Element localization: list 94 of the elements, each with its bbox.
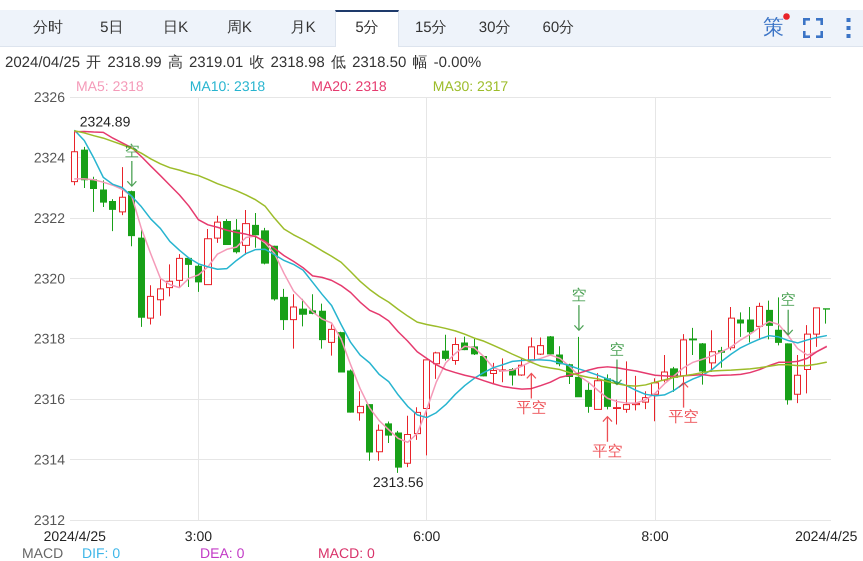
annotation: 2313.56 [372,474,424,490]
candlestick [90,176,97,212]
data-label: 空 [780,292,796,309]
candlestick [823,308,830,324]
text: MACD [22,545,64,561]
chart-subtitle: 2024/04/25 开 2318.99 高 2319.01 收 2318.98 低 2318.50 幅 -0.00% [5,54,482,72]
y-tick-label: 2316 [34,391,66,408]
data-label: 平空 [516,400,546,417]
candlestick [594,372,602,410]
y-tick-label: 2318 [34,330,66,347]
candlestick [214,215,221,244]
text: 日K [162,18,190,38]
candlestick [280,288,288,330]
candlestick [423,359,430,456]
candlestick [794,354,801,404]
candlestick [404,415,411,468]
candlestick [128,190,135,247]
candlestick [756,302,763,340]
data-label: 空 [609,342,624,359]
candlestick [299,298,307,327]
y-tick-label: 2324 [34,149,66,166]
candlestick [766,300,773,340]
candlestick [109,198,116,232]
data-label: 平空 [592,442,622,460]
candlestick [347,369,354,414]
candlestick [689,327,697,356]
text: MA10: 2318 [190,78,266,94]
text: MA30: 2317 [432,78,508,94]
candlestick [147,284,154,326]
candlestick [728,306,735,351]
candlestick [575,336,582,398]
text: 30分 [478,18,512,38]
line-series [74,178,827,444]
candlestick [119,166,126,216]
candlestick [547,335,554,356]
text: 月K [290,18,317,38]
text: MACD: 0 [318,545,375,561]
candlestick [433,351,440,380]
candlestick [100,180,107,208]
candlestick [623,360,630,414]
y-tick-label: 2326 [34,89,66,105]
x-tick-label: 6:00 [413,528,441,544]
y-tick-label: 2314 [34,452,66,468]
candlestick [157,278,164,316]
text: DEA: 0 [200,545,244,561]
text: 分时 [32,18,64,38]
y-tick-label: 2320 [34,270,66,286]
x-tick-label: 3:00 [184,528,212,544]
candlestick [338,331,345,374]
candlestick [328,324,335,356]
data-label: 空 [571,287,586,304]
candlestick [319,303,326,350]
x-tick-label: 2024/4/25 [44,528,106,544]
text: 60分 [542,18,576,38]
text: 策 [763,16,784,40]
data-label: 平空 [668,408,699,426]
candlestick [632,375,640,411]
candlestick [537,337,544,356]
candlestick [747,306,754,343]
candlestick [813,307,820,348]
text: 5日 [99,18,124,38]
candlestick [395,430,402,474]
annotation: 2324.89 [80,114,131,130]
text: DIF: 0 [82,545,120,561]
y-tick-label: 2312 [34,512,66,528]
candlestick [613,399,621,426]
candlestick [290,294,297,350]
candlestick [490,362,497,385]
text: 15分 [414,18,448,38]
candlestick [585,382,592,414]
x-tick-label: 2024/4/25 [795,528,858,544]
candlestick [176,254,183,288]
candlestick [195,263,202,292]
candlestick [699,342,706,386]
x-tick-label: 8:00 [641,528,669,544]
candlestick [204,228,212,286]
candlestick [81,146,88,188]
text: 周K [226,18,253,38]
candlestick [775,296,782,346]
candlestick [366,404,373,462]
candlestick [442,334,449,361]
y-tick-label: 2322 [34,210,66,226]
candlestick [252,212,259,248]
candlestick [185,256,192,288]
text: MA5: 2318 [76,78,144,94]
candlestick [737,312,744,338]
candlestick [138,228,145,328]
text: MA20: 2318 [311,78,387,94]
candlestick [528,337,535,361]
candlestick [357,390,364,422]
candlestick [376,424,383,462]
candlestick [71,130,78,186]
candlestick [223,218,231,246]
candlestick [785,342,792,406]
